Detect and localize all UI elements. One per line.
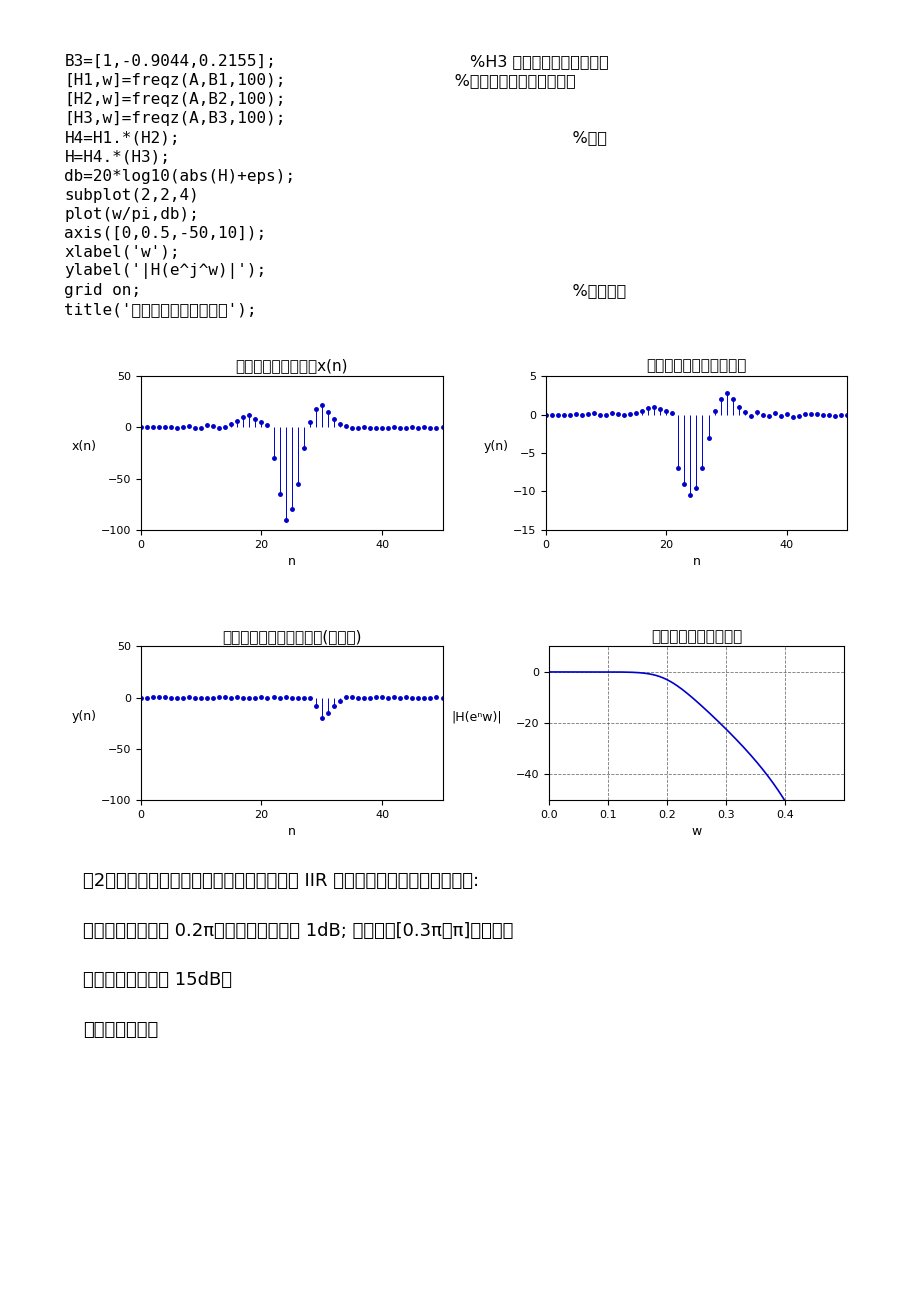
- Y-axis label: y(n): y(n): [72, 710, 96, 723]
- Text: B3=[1,-0.9044,0.2155];: B3=[1,-0.9044,0.2155];: [64, 55, 276, 69]
- Text: xlabel('w');: xlabel('w');: [64, 245, 180, 260]
- Text: title('滤波器的幅频响应曲线');: title('滤波器的幅频响应曲线');: [64, 302, 256, 316]
- Text: 心电图信号采集序列x(n): 心电图信号采集序列x(n): [235, 358, 347, 374]
- Text: 在通带内频率低于 0.2π时，最大衰减小于 1dB; 在阻带内[0.3π，π]频率区间: 在通带内频率低于 0.2π时，最大衰减小于 1dB; 在阻带内[0.3π，π]频…: [83, 922, 513, 940]
- Text: H=H4.*(H3);: H=H4.*(H3);: [64, 150, 170, 164]
- Text: 滤波器的幅频响应曲线: 滤波器的幅频响应曲线: [650, 629, 742, 643]
- Text: %进行滤波器幅频特性分析: %进行滤波器幅频特性分析: [428, 73, 575, 89]
- Text: [H1,w]=freqz(A,B1,100);: [H1,w]=freqz(A,B1,100);: [64, 73, 286, 89]
- Text: [H2,w]=freqz(A,B2,100);: [H2,w]=freqz(A,B2,100);: [64, 92, 286, 107]
- Text: H4=H1.*(H2);: H4=H1.*(H2);: [64, 130, 180, 146]
- Text: db=20*log10(abs(H)+eps);: db=20*log10(abs(H)+eps);: [64, 168, 295, 184]
- Text: grid on;: grid on;: [64, 283, 142, 298]
- Text: axis([0,0.5,-50,10]);: axis([0,0.5,-50,10]);: [64, 225, 267, 241]
- Y-axis label: x(n): x(n): [72, 440, 96, 453]
- Text: [H3,w]=freqz(A,B3,100);: [H3,w]=freqz(A,B3,100);: [64, 111, 286, 126]
- Text: 三级滤波后的心电图信号(原坐标): 三级滤波后的心电图信号(原坐标): [221, 629, 361, 643]
- Text: plot(w/pi,db);: plot(w/pi,db);: [64, 207, 199, 221]
- X-axis label: n: n: [288, 555, 295, 568]
- Text: %显示方格: %显示方格: [428, 283, 625, 298]
- Text: 上，最小衰减大与 15dB。: 上，最小衰减大与 15dB。: [83, 971, 232, 990]
- Text: ylabel('|H(e^j^w)|');: ylabel('|H(e^j^w)|');: [64, 263, 267, 280]
- Text: 调整坐标后的心电图信号: 调整坐标后的心电图信号: [645, 358, 746, 374]
- X-axis label: w: w: [690, 825, 701, 838]
- Text: 参数如下截图：: 参数如下截图：: [83, 1021, 158, 1039]
- Text: （2）用双线性变换法设计一个巴特沃斯低通 IIR 数字滤波器。设计指标参数为:: （2）用双线性变换法设计一个巴特沃斯低通 IIR 数字滤波器。设计指标参数为:: [83, 872, 479, 891]
- X-axis label: n: n: [288, 825, 295, 838]
- Y-axis label: |H(eⁿw)|: |H(eⁿw)|: [451, 710, 502, 723]
- Text: %点积: %点积: [428, 130, 606, 146]
- Text: subplot(2,2,4): subplot(2,2,4): [64, 187, 199, 203]
- Text: %H3 滤波器的分母系数矩阵: %H3 滤波器的分母系数矩阵: [428, 55, 607, 69]
- X-axis label: n: n: [692, 555, 699, 568]
- Y-axis label: y(n): y(n): [482, 440, 507, 453]
